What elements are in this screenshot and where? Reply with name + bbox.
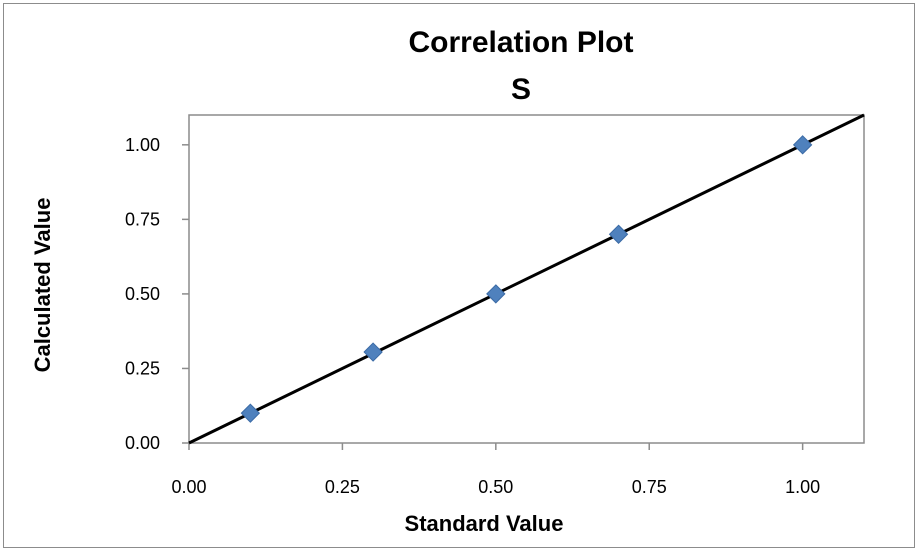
y-tick-label: 0.00 — [125, 433, 160, 453]
chart-subtitle: S — [511, 73, 531, 106]
x-tick-label: 0.25 — [325, 477, 360, 497]
data-point — [486, 284, 506, 304]
data-point — [792, 135, 813, 155]
x-tick-labels: 0.00 0.25 0.50 0.75 1.00 — [171, 477, 820, 497]
reference-line — [188, 113, 865, 445]
x-tick-label: 0.50 — [478, 477, 513, 497]
y-tick-label: 0.25 — [125, 358, 160, 378]
y-tick-label: 0.75 — [125, 209, 160, 229]
y-tick-label: 1.00 — [125, 135, 160, 155]
x-tick-label: 0.75 — [632, 477, 667, 497]
x-axis-label: Standard Value — [405, 511, 564, 536]
x-tick-label: 1.00 — [785, 477, 820, 497]
y-axis-label: Calculated Value — [30, 198, 55, 373]
chart-title: Correlation Plot — [408, 26, 633, 59]
y-tick-labels: 0.00 0.25 0.50 0.75 1.00 — [125, 135, 160, 453]
data-point — [608, 224, 629, 244]
y-tick-label: 0.50 — [125, 284, 160, 304]
x-tick-label: 0.00 — [171, 477, 206, 497]
data-point — [240, 403, 261, 423]
data-point — [363, 342, 383, 362]
axis-ticks — [182, 144, 804, 450]
data-points — [240, 135, 813, 423]
